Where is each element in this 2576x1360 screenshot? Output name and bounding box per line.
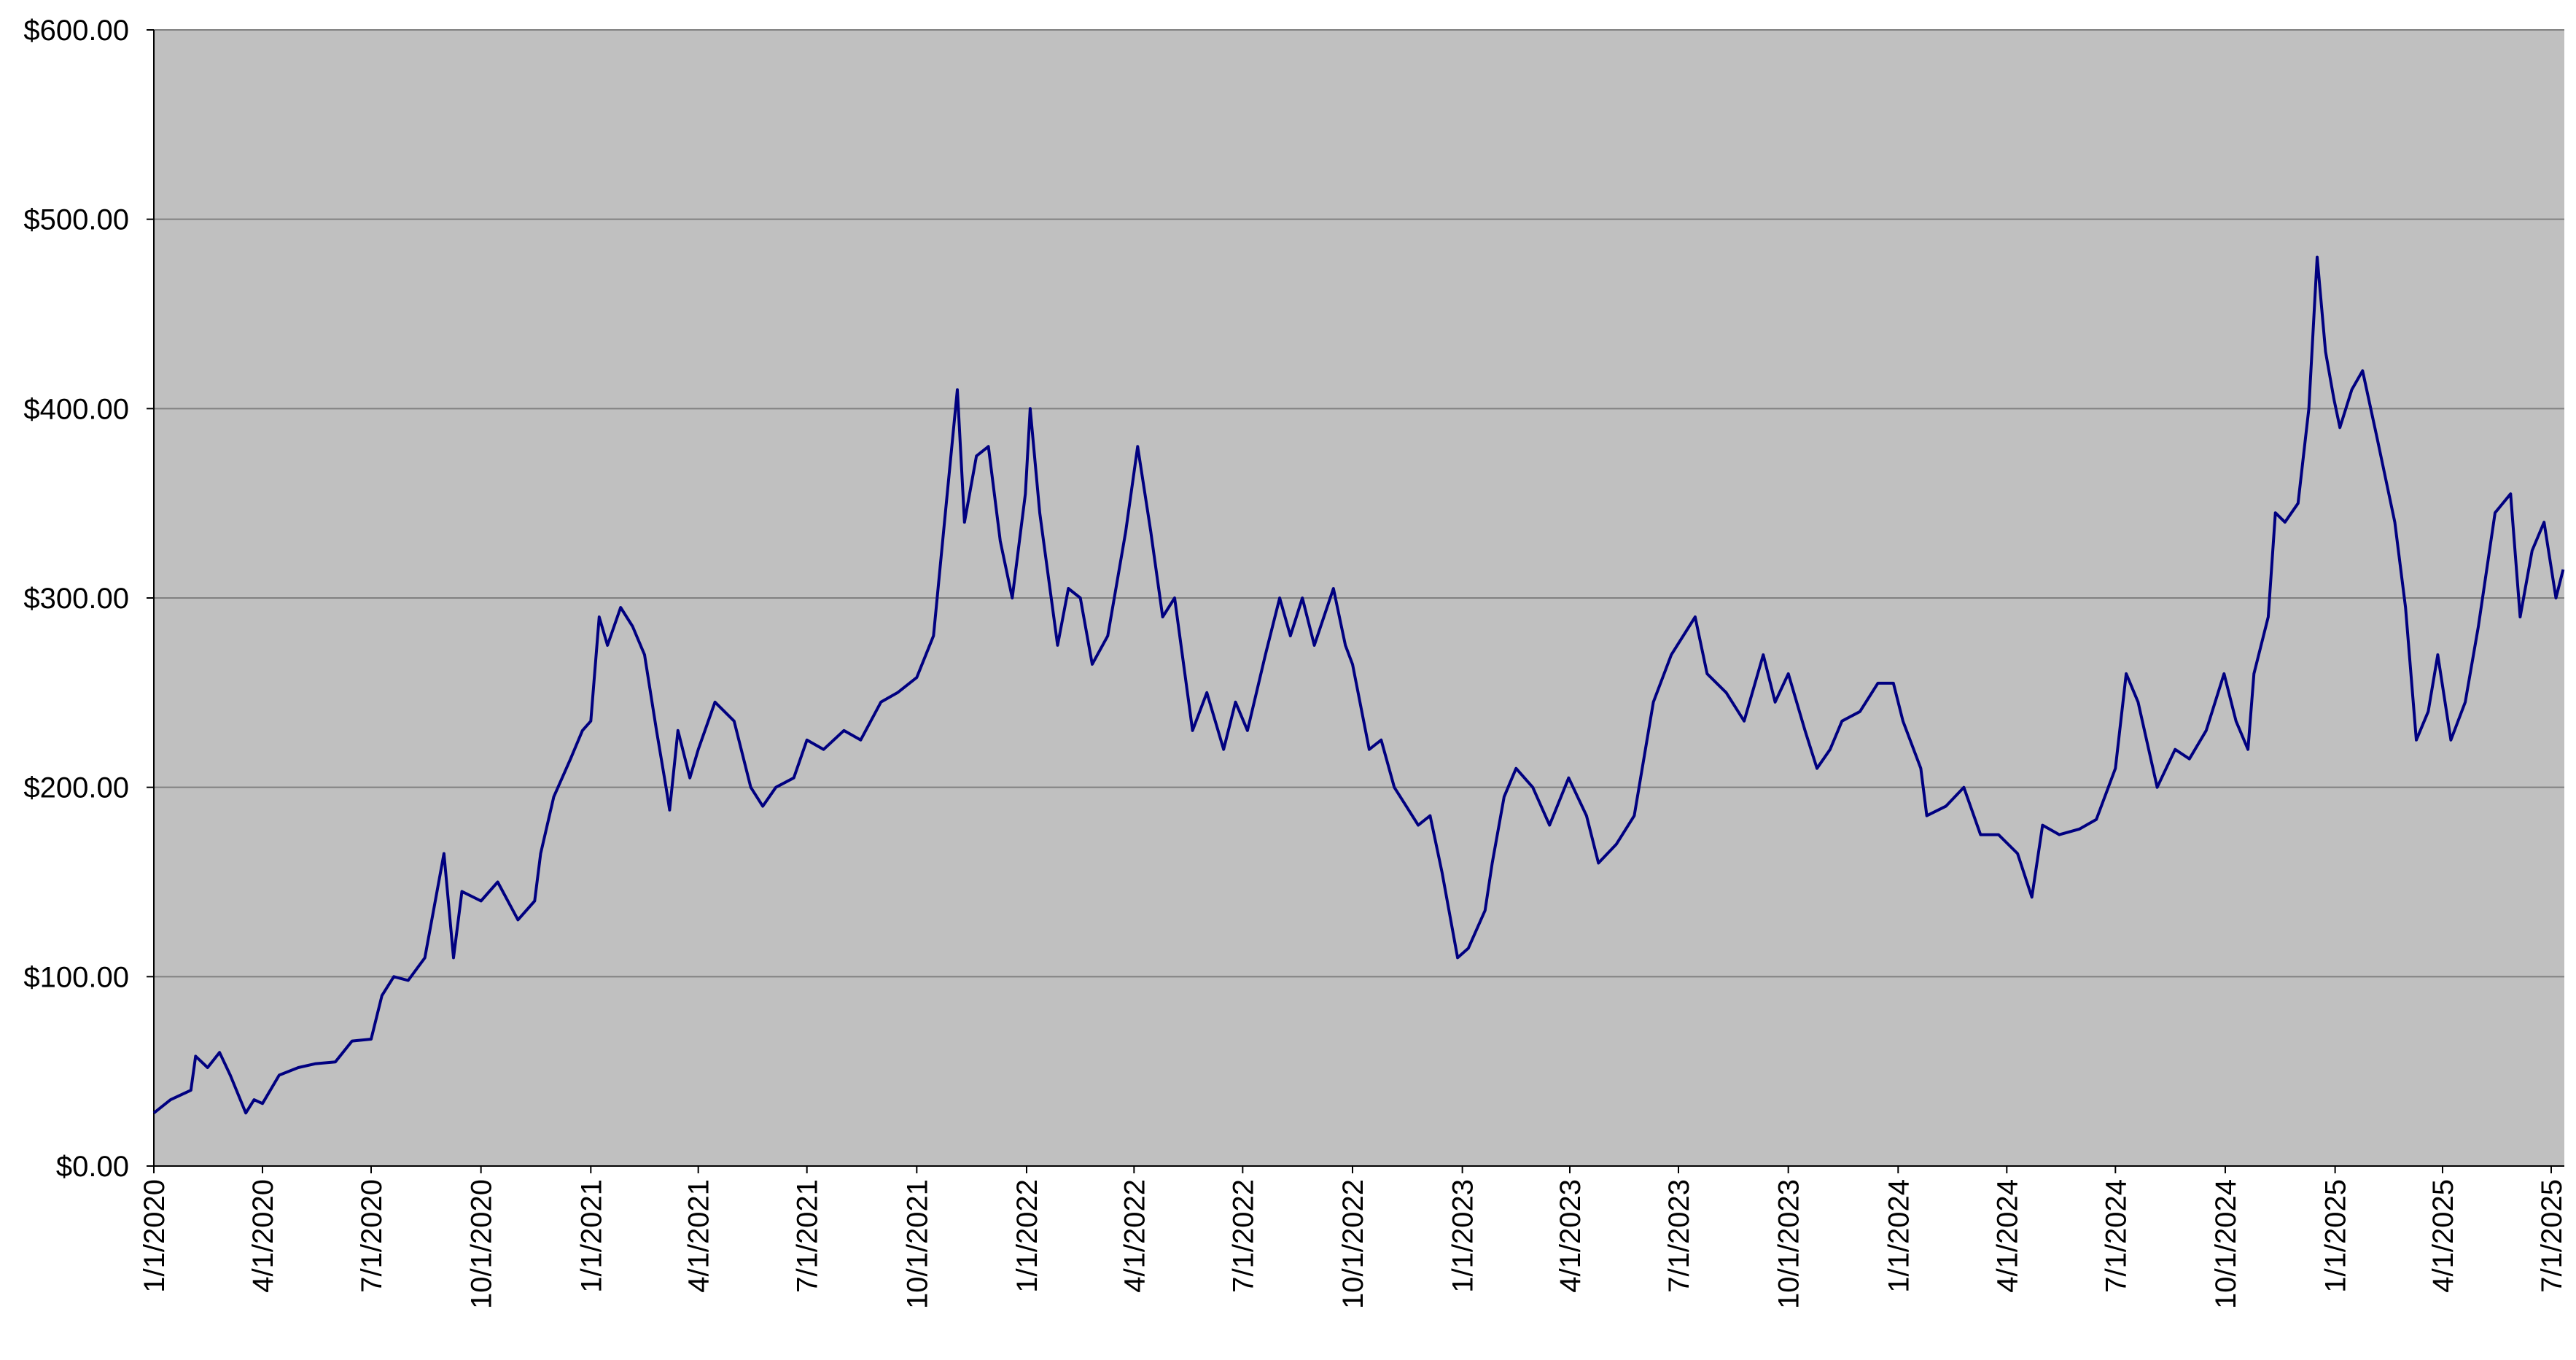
x-tick-label: 7/1/2024 [2100,1179,2132,1293]
x-tick-label: 4/1/2025 [2427,1179,2459,1293]
y-tick-label: $400.00 [23,393,129,425]
x-tick-label: 1/1/2023 [1447,1179,1479,1293]
x-tick-label: 1/1/2025 [2320,1179,2352,1293]
x-tick-label: 10/1/2020 [466,1179,498,1309]
x-tick-label: 7/1/2023 [1663,1179,1695,1293]
x-tick-label: 4/1/2022 [1118,1179,1151,1293]
x-tick-label: 7/1/2022 [1227,1179,1259,1293]
x-tick-label: 4/1/2023 [1554,1179,1587,1293]
y-tick-label: $300.00 [23,583,129,615]
x-tick-label: 10/1/2024 [2210,1179,2242,1309]
x-tick-label: 1/1/2022 [1011,1179,1043,1293]
x-tick-label: 4/1/2024 [1991,1179,2023,1293]
x-tick-label: 4/1/2021 [683,1179,715,1293]
x-tick-label: 7/1/2021 [792,1179,824,1293]
x-tick-label: 1/1/2024 [1883,1179,1915,1293]
x-tick-label: 1/1/2021 [575,1179,607,1293]
y-tick-label: $600.00 [23,15,129,47]
x-tick-label: 1/1/2020 [139,1179,171,1293]
x-tick-label: 10/1/2021 [901,1179,933,1309]
x-tick-label: 4/1/2020 [247,1179,279,1293]
price-line [152,255,2565,1115]
x-tick-label: 10/1/2023 [1773,1179,1805,1309]
y-tick-label: $100.00 [23,961,129,993]
x-tick-label: 7/1/2020 [356,1179,388,1293]
x-tick-label: 10/1/2022 [1337,1179,1369,1309]
y-tick-label: $200.00 [23,772,129,804]
y-tick-label: $500.00 [23,204,129,236]
y-tick-label: $0.00 [56,1151,129,1183]
x-tick-label: 7/1/2025 [2536,1179,2568,1293]
